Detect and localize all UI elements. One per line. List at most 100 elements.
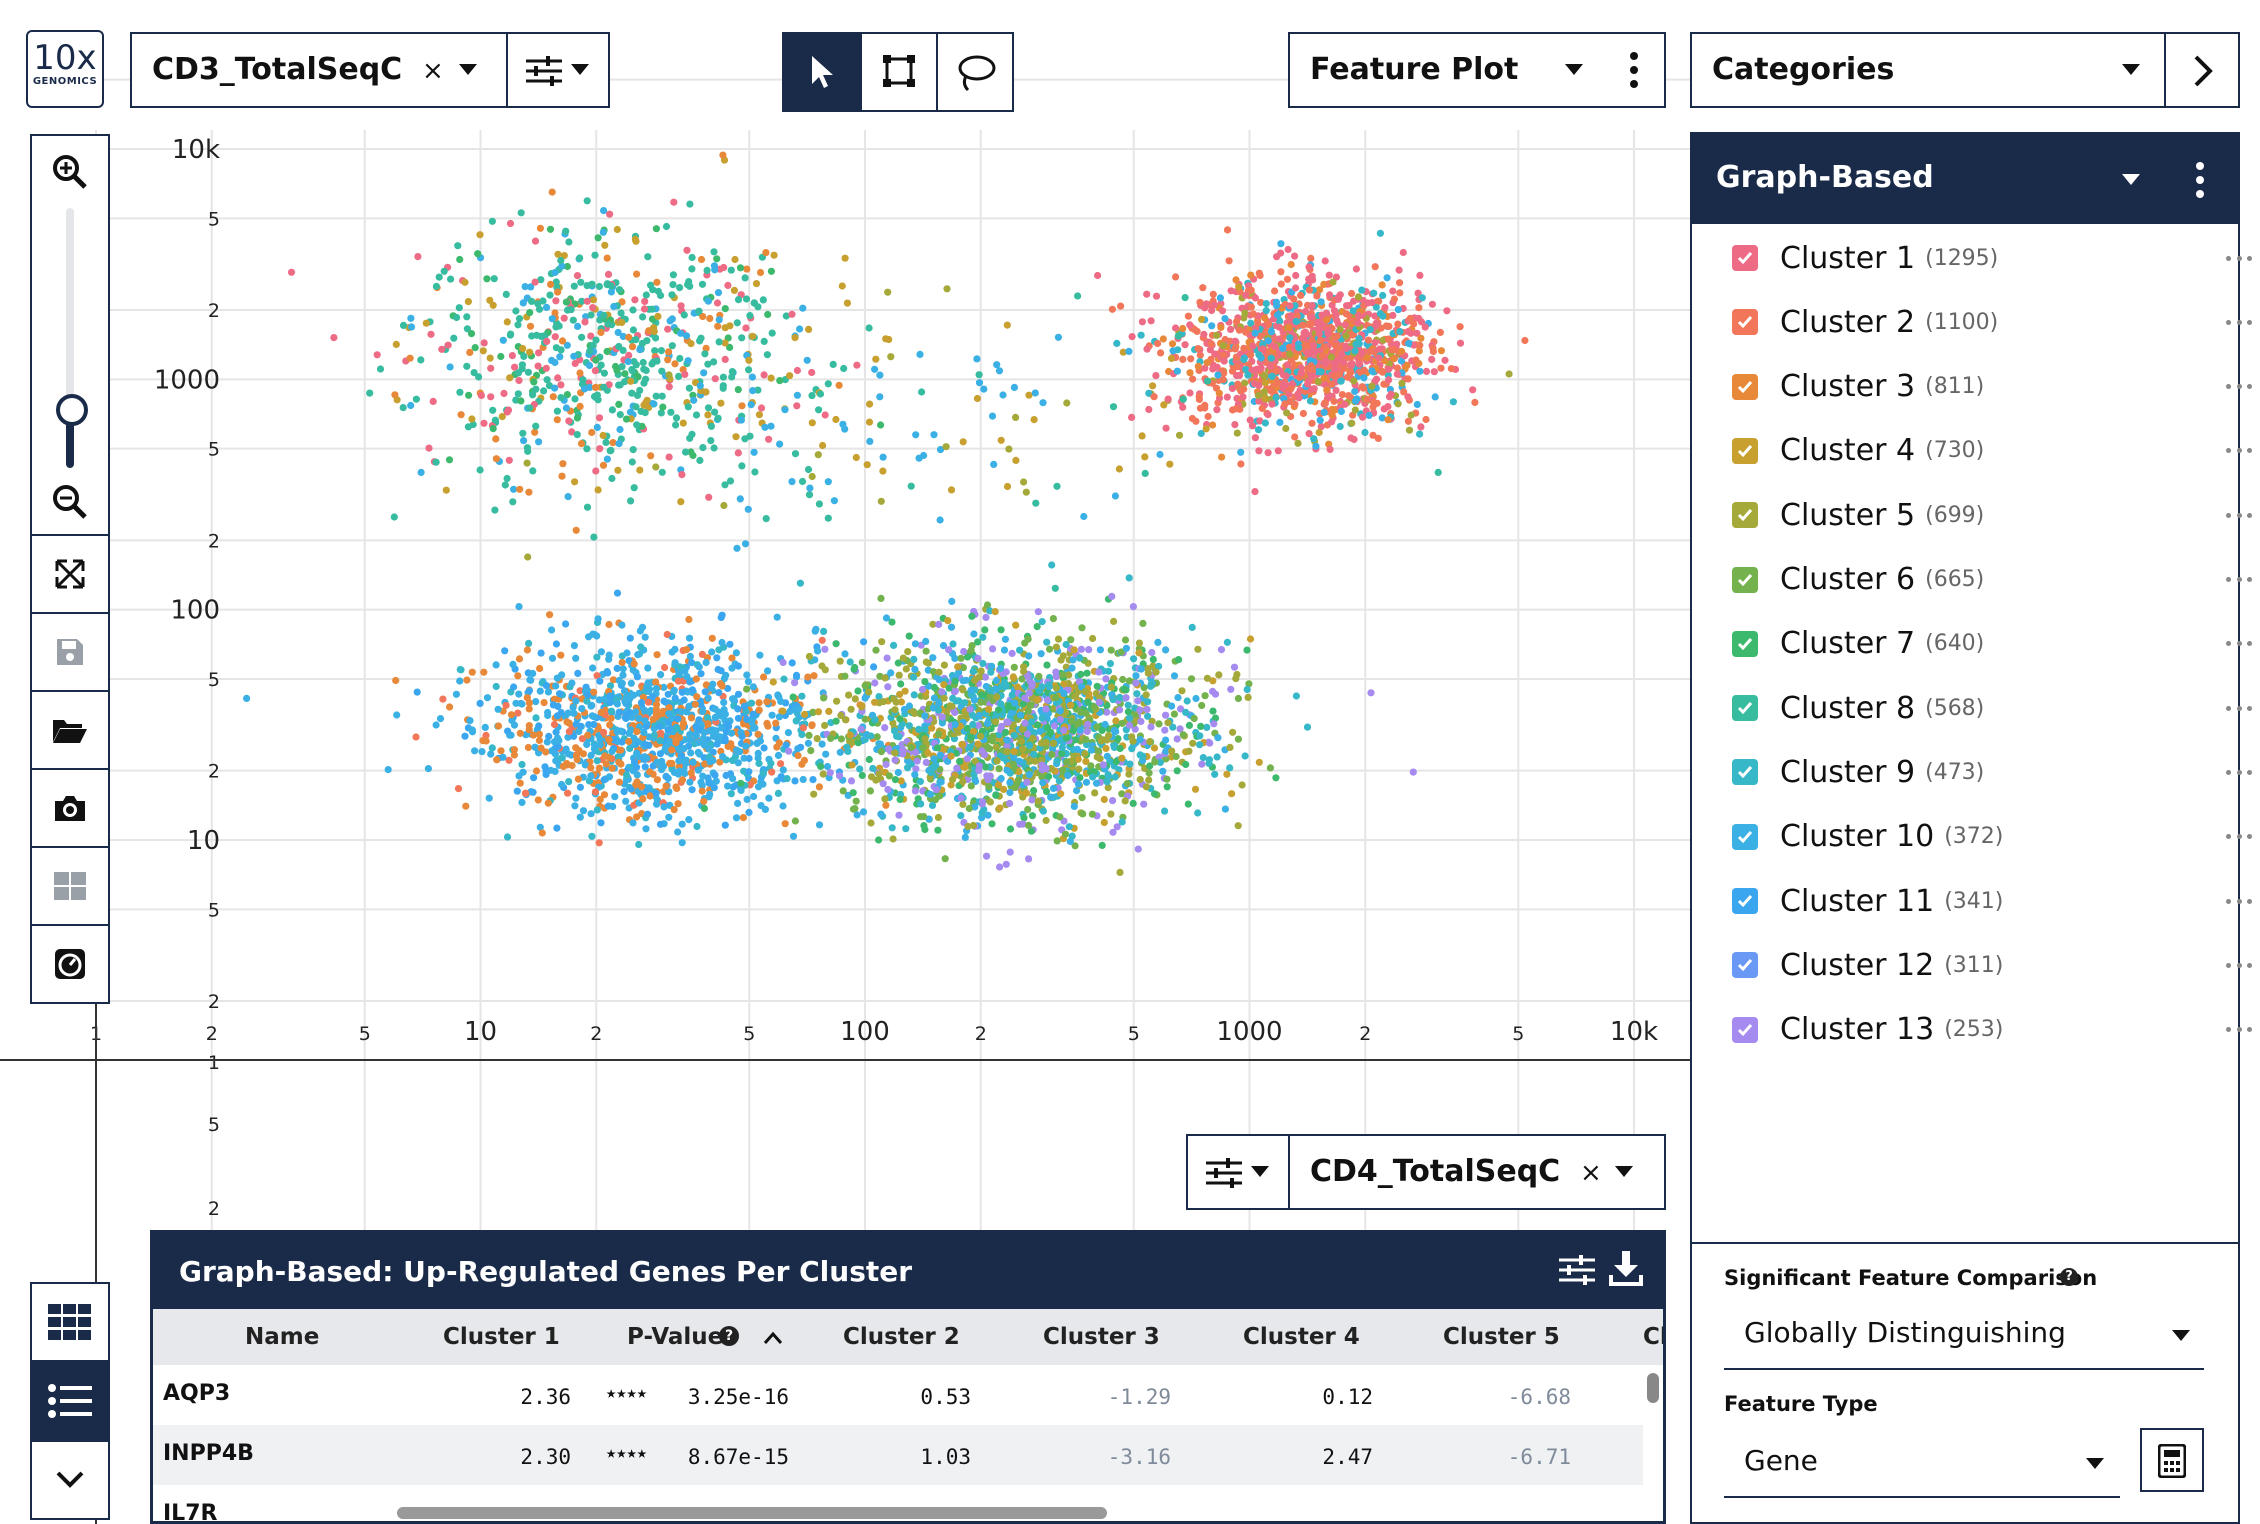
data-point (552, 297, 560, 305)
data-point (557, 709, 565, 717)
data-point (562, 298, 571, 306)
data-point (1277, 240, 1285, 248)
data-point (949, 640, 957, 648)
data-point (1350, 435, 1358, 444)
data-point (1147, 723, 1155, 731)
data-point (825, 707, 833, 716)
data-point (1219, 376, 1227, 384)
data-point (936, 792, 944, 800)
data-point (542, 364, 550, 372)
data-point (1333, 317, 1341, 325)
data-point (940, 661, 949, 669)
data-point (607, 288, 616, 296)
data-point (1172, 324, 1180, 332)
data-point (1003, 742, 1011, 750)
data-point (447, 275, 455, 283)
data-point (1192, 417, 1200, 425)
data-point (805, 731, 813, 740)
data-point (698, 787, 706, 795)
data-point (948, 597, 956, 606)
data-point (821, 645, 829, 653)
data-point (471, 344, 479, 352)
data-point (1221, 805, 1229, 813)
data-point (738, 732, 746, 741)
data-point (629, 326, 638, 334)
data-point (1231, 345, 1239, 353)
data-point (1383, 274, 1391, 282)
data-point (852, 797, 860, 805)
data-point (986, 607, 994, 615)
data-point (1342, 344, 1350, 353)
data-point (633, 270, 641, 278)
data-point (1064, 771, 1072, 780)
data-point (704, 297, 713, 305)
data-point (583, 697, 591, 705)
data-point (1112, 717, 1120, 725)
data-point (975, 762, 984, 770)
data-point (983, 852, 991, 860)
data-point (1010, 663, 1018, 671)
data-point (983, 601, 992, 609)
data-point (1121, 797, 1129, 805)
data-point (1049, 739, 1058, 748)
data-point (1030, 729, 1038, 737)
data-point (603, 254, 611, 262)
data-point (1303, 723, 1312, 731)
data-point (696, 456, 704, 464)
data-point (600, 311, 608, 319)
data-point (494, 722, 503, 730)
data-point (1443, 307, 1451, 315)
data-point (891, 749, 899, 757)
data-point (911, 771, 919, 779)
data-point (609, 676, 618, 684)
data-point (1104, 667, 1113, 675)
data-point (1291, 252, 1299, 260)
data-point (1192, 694, 1200, 703)
data-point (600, 776, 608, 784)
data-point (1389, 311, 1397, 319)
data-point (832, 415, 840, 424)
data-point (1301, 307, 1310, 316)
data-point (885, 772, 894, 780)
data-point (894, 659, 902, 667)
data-point (1089, 634, 1097, 643)
data-point (392, 340, 400, 348)
data-point (1179, 324, 1187, 333)
data-point (1073, 745, 1081, 754)
data-point (600, 369, 609, 377)
data-point (648, 693, 657, 701)
data-point (633, 673, 642, 681)
data-point (1147, 682, 1155, 690)
data-point (1242, 328, 1250, 336)
data-point (524, 743, 533, 752)
data-point (718, 638, 726, 647)
data-point (526, 676, 534, 684)
data-point (604, 270, 613, 278)
data-point (1316, 286, 1324, 294)
data-point (1196, 732, 1204, 740)
data-point (1251, 294, 1259, 302)
data-point (455, 304, 463, 312)
data-point (602, 438, 610, 446)
data-point (1198, 760, 1206, 768)
data-point (1071, 842, 1079, 850)
data-point (1241, 309, 1249, 317)
data-point (605, 620, 613, 629)
data-point (476, 466, 484, 474)
data-point (526, 404, 534, 412)
data-point (1348, 289, 1356, 298)
data-point (1081, 750, 1089, 758)
data-point (1422, 367, 1431, 375)
data-point (1159, 335, 1167, 343)
data-point (979, 633, 987, 641)
data-point (1195, 393, 1203, 401)
data-point (750, 792, 758, 801)
data-point (797, 743, 805, 751)
data-point (1275, 323, 1283, 331)
data-point (652, 225, 661, 233)
data-point (487, 364, 495, 372)
data-point (1018, 675, 1026, 683)
data-point (1179, 403, 1187, 411)
data-point (1233, 363, 1241, 371)
data-point (1117, 302, 1125, 310)
